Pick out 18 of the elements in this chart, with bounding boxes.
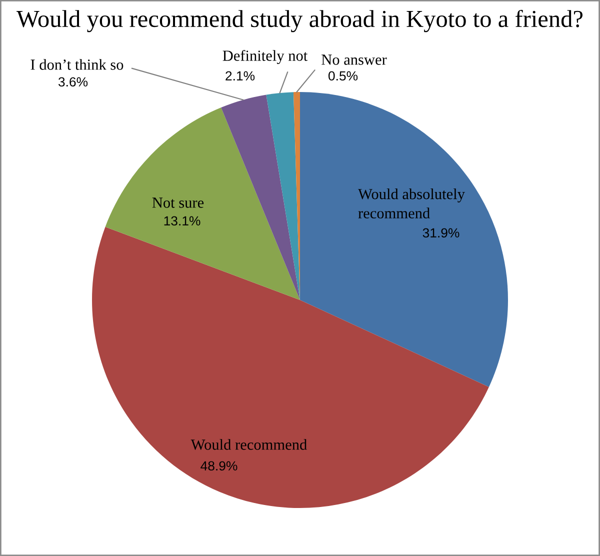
data-label: 0.5% <box>328 71 358 81</box>
data-label: 31.9% <box>422 228 460 238</box>
data-label: 2.1% <box>226 71 255 80</box>
data-label: 13.1% <box>164 216 200 226</box>
data-label: 48.9% <box>200 461 238 471</box>
slice-label: Would recommend <box>190 439 307 450</box>
data-label: 3.6% <box>58 77 88 87</box>
slice-label: I don’t think so <box>30 59 124 70</box>
slice-label: No answer <box>322 54 387 65</box>
slice-label: Definitely not <box>222 50 308 64</box>
pie-slice <box>300 92 508 387</box>
pie-slice <box>105 108 300 300</box>
pie-slice <box>92 226 489 508</box>
slice-label: Not sure <box>152 198 204 208</box>
slice-label: Would absolutely recommend <box>358 188 465 218</box>
chart-title: Would you recommend study abroad in Kyoto to a friend? <box>16 10 583 32</box>
pie-slice <box>221 94 300 300</box>
pie-slice <box>266 92 300 300</box>
